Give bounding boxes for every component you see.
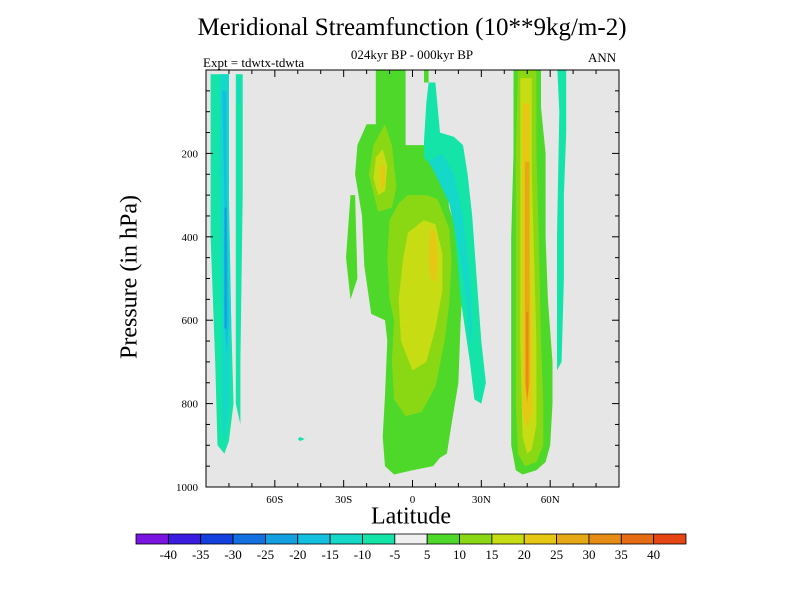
colorbar-swatch: [362, 533, 396, 545]
colorbar-swatch: [200, 533, 234, 545]
contour-region-nh-main-cell-6: [526, 311, 529, 400]
chart-subtitle: 024kyr BP - 000kyr BP: [350, 47, 474, 62]
contour-region-sh-high-cell-max: [224, 207, 227, 329]
colorbar-swatch: [265, 533, 299, 545]
colorbar-swatch: [394, 533, 428, 545]
colorbar-swatch: [588, 533, 622, 545]
colorbar-label: -30: [224, 547, 241, 562]
colorbar-swatch: [135, 533, 169, 545]
colorbar-label: -20: [289, 547, 306, 562]
x-tick-label: 60S: [266, 494, 283, 506]
colorbar-label: -35: [192, 547, 209, 562]
x-tick-label: 0: [410, 494, 416, 506]
contour-region-lat-strip-sh-edge: [346, 195, 358, 300]
x-tick-label: 30N: [472, 494, 491, 506]
y-tick-label: 200: [182, 148, 199, 160]
contour-region-nh-high-neg: [557, 70, 567, 371]
colorbar-label: 35: [615, 547, 628, 562]
colorbar-swatch: [620, 533, 655, 545]
colorbar-label: -10: [354, 547, 371, 562]
contour-region-lat-strip-nh-top: [394, 70, 406, 146]
x-tick-label: 60N: [541, 494, 560, 506]
contour-fills: [210, 70, 567, 475]
colorbar-swatch: [426, 533, 460, 545]
colorbar-swatch: [653, 533, 687, 545]
colorbar: -40 -35 -30 -25 -20 -15 -10 -5 5 10 15 20 25 30 35 40: [135, 533, 687, 562]
colorbar-swatch: [297, 533, 331, 545]
x-tick-label: 30S: [335, 494, 352, 506]
contour-region-sh-cell-b-inner: [238, 78, 241, 104]
colorbar-swatch: [232, 533, 266, 545]
contour-region-nh-neg-arm-2: [428, 153, 473, 346]
contour-region-sh-cell-b: [235, 74, 243, 425]
contour-region-sh-upper-core-3: [380, 165, 385, 191]
y-tick-label: 400: [182, 232, 199, 244]
y-tick-label: 1000: [176, 482, 199, 494]
colorbar-swatch: [491, 533, 525, 545]
season-label: ANN: [588, 50, 617, 65]
colorbar-label: 40: [647, 547, 660, 562]
colorbar-swatch: [459, 533, 493, 545]
contour-region-eq-lower-cell-3: [428, 228, 438, 283]
contour-region-sh-small-blob: [297, 437, 305, 442]
colorbar-label: 30: [582, 547, 595, 562]
colorbar-label: 25: [550, 547, 563, 562]
colorbar-label: 10: [453, 547, 466, 562]
colorbar-label: -15: [321, 547, 338, 562]
colorbar-swatch: [167, 533, 202, 545]
colorbar-swatch: [556, 533, 590, 545]
colorbar-label: 15: [485, 547, 498, 562]
x-axis-label: Latitude: [371, 503, 451, 530]
colorbar-label: -25: [257, 547, 274, 562]
chart-title: Meridional Streamfunction (10**9kg/m-2): [197, 14, 627, 41]
axes: 60S 30S 0 30N 60N 200 400 600 800 1000: [176, 70, 619, 506]
colorbar-label: 20: [518, 547, 531, 562]
colorbar-label: -40: [160, 547, 177, 562]
y-tick-label: 800: [182, 399, 199, 411]
contour-region-lat-strip-nh-top2: [424, 70, 429, 83]
colorbar-swatch: [329, 533, 363, 545]
y-tick-label: 600: [182, 315, 199, 327]
experiment-label: Expt = tdwtx-tdwta: [203, 55, 305, 70]
colorbar-swatch: [523, 533, 557, 545]
colorbar-label: -5: [389, 547, 400, 562]
colorbar-label: 5: [424, 547, 431, 562]
